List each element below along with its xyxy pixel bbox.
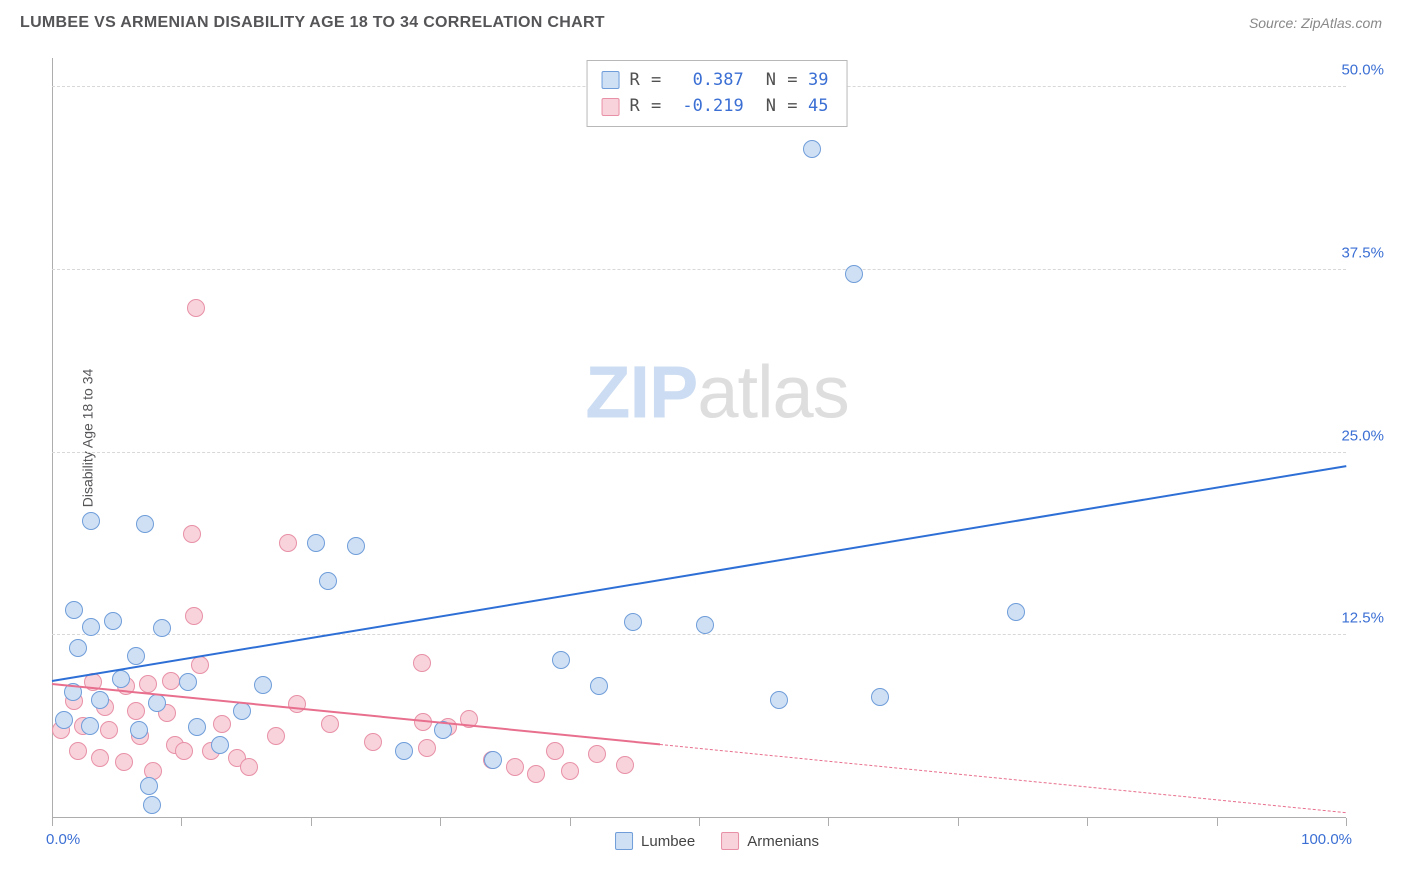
data-point-lumbee [211,736,229,754]
data-point-armenians [240,758,258,776]
x-tick [958,818,959,826]
swatch-lumbee [602,71,620,89]
data-point-lumbee [55,711,73,729]
chart-title: LUMBEE VS ARMENIAN DISABILITY AGE 18 TO … [20,14,605,32]
x-tick [181,818,182,826]
data-point-armenians [115,753,133,771]
data-point-armenians [183,525,201,543]
data-point-armenians [162,672,180,690]
gridline-h [52,634,1346,635]
chart-area: ZIPatlas Disability Age 18 to 34 12.5%25… [52,58,1382,818]
source-attribution: Source: ZipAtlas.com [1249,15,1382,31]
data-point-lumbee [104,612,122,630]
x-tick [1217,818,1218,826]
y-axis [52,58,53,818]
data-point-lumbee [845,265,863,283]
data-point-lumbee [148,694,166,712]
chart-header: LUMBEE VS ARMENIAN DISABILITY AGE 18 TO … [0,0,1406,42]
x-tick [570,818,571,826]
x-tick [699,818,700,826]
data-point-lumbee [81,717,99,735]
data-point-lumbee [1007,603,1025,621]
data-point-lumbee [65,601,83,619]
data-point-lumbee [590,677,608,695]
data-point-armenians [175,742,193,760]
data-point-armenians [506,758,524,776]
data-point-lumbee [624,613,642,631]
data-point-lumbee [91,691,109,709]
data-point-lumbee [696,616,714,634]
x-tick [311,818,312,826]
data-point-armenians [187,299,205,317]
data-point-lumbee [153,619,171,637]
data-point-lumbee [143,796,161,814]
data-point-lumbee [395,742,413,760]
data-point-lumbee [319,572,337,590]
trendline-lumbee [52,465,1346,682]
data-point-armenians [267,727,285,745]
data-point-lumbee [69,639,87,657]
data-point-armenians [321,715,339,733]
y-tick-label: 25.0% [1341,427,1384,444]
data-point-armenians [616,756,634,774]
data-point-armenians [588,745,606,763]
data-point-lumbee [552,651,570,669]
x-tick [440,818,441,826]
x-tick [1346,818,1347,826]
data-point-lumbee [347,537,365,555]
data-point-lumbee [82,512,100,530]
x-tick [52,818,53,826]
data-point-armenians [127,702,145,720]
legend-item-armenians: Armenians [721,832,819,850]
legend-swatch-lumbee [615,832,633,850]
data-point-lumbee [82,618,100,636]
legend-item-lumbee: Lumbee [615,832,695,850]
data-point-lumbee [233,702,251,720]
swatch-armenians [602,98,620,116]
data-point-armenians [418,739,436,757]
x-axis-end-label: 100.0% [1301,831,1352,848]
data-point-lumbee [140,777,158,795]
data-point-armenians [91,749,109,767]
data-point-armenians [364,733,382,751]
data-point-lumbee [803,140,821,158]
data-point-lumbee [127,647,145,665]
data-point-armenians [546,742,564,760]
plot-region: 12.5% 25.0% 37.5% 50.0% [52,58,1382,818]
data-point-armenians [213,715,231,733]
data-point-lumbee [112,670,130,688]
data-point-lumbee [179,673,197,691]
data-point-armenians [288,695,306,713]
gridline-h [52,452,1346,453]
data-point-lumbee [136,515,154,533]
data-point-lumbee [307,534,325,552]
legend-swatch-armenians [721,832,739,850]
data-point-armenians [69,742,87,760]
data-point-armenians [413,654,431,672]
x-axis-start-label: 0.0% [46,831,80,848]
data-point-lumbee [484,751,502,769]
gridline-h [52,269,1346,270]
x-tick [828,818,829,826]
x-tick [1087,818,1088,826]
data-point-armenians [185,607,203,625]
data-point-armenians [100,721,118,739]
data-point-lumbee [871,688,889,706]
y-tick-label: 50.0% [1341,62,1384,79]
data-point-lumbee [254,676,272,694]
data-point-lumbee [188,718,206,736]
data-point-lumbee [770,691,788,709]
data-point-armenians [279,534,297,552]
stats-row-lumbee: R = 0.387 N = 39 [602,67,829,93]
data-point-armenians [139,675,157,693]
y-tick-label: 12.5% [1341,610,1384,627]
data-point-armenians [561,762,579,780]
data-point-armenians [527,765,545,783]
trendline-armenians [660,744,1346,813]
y-tick-label: 37.5% [1341,244,1384,261]
data-point-lumbee [130,721,148,739]
stats-row-armenians: R = -0.219 N = 45 [602,93,829,119]
correlation-stats-box: R = 0.387 N = 39 R = -0.219 N = 45 [587,60,848,127]
legend: Lumbee Armenians [615,832,819,850]
